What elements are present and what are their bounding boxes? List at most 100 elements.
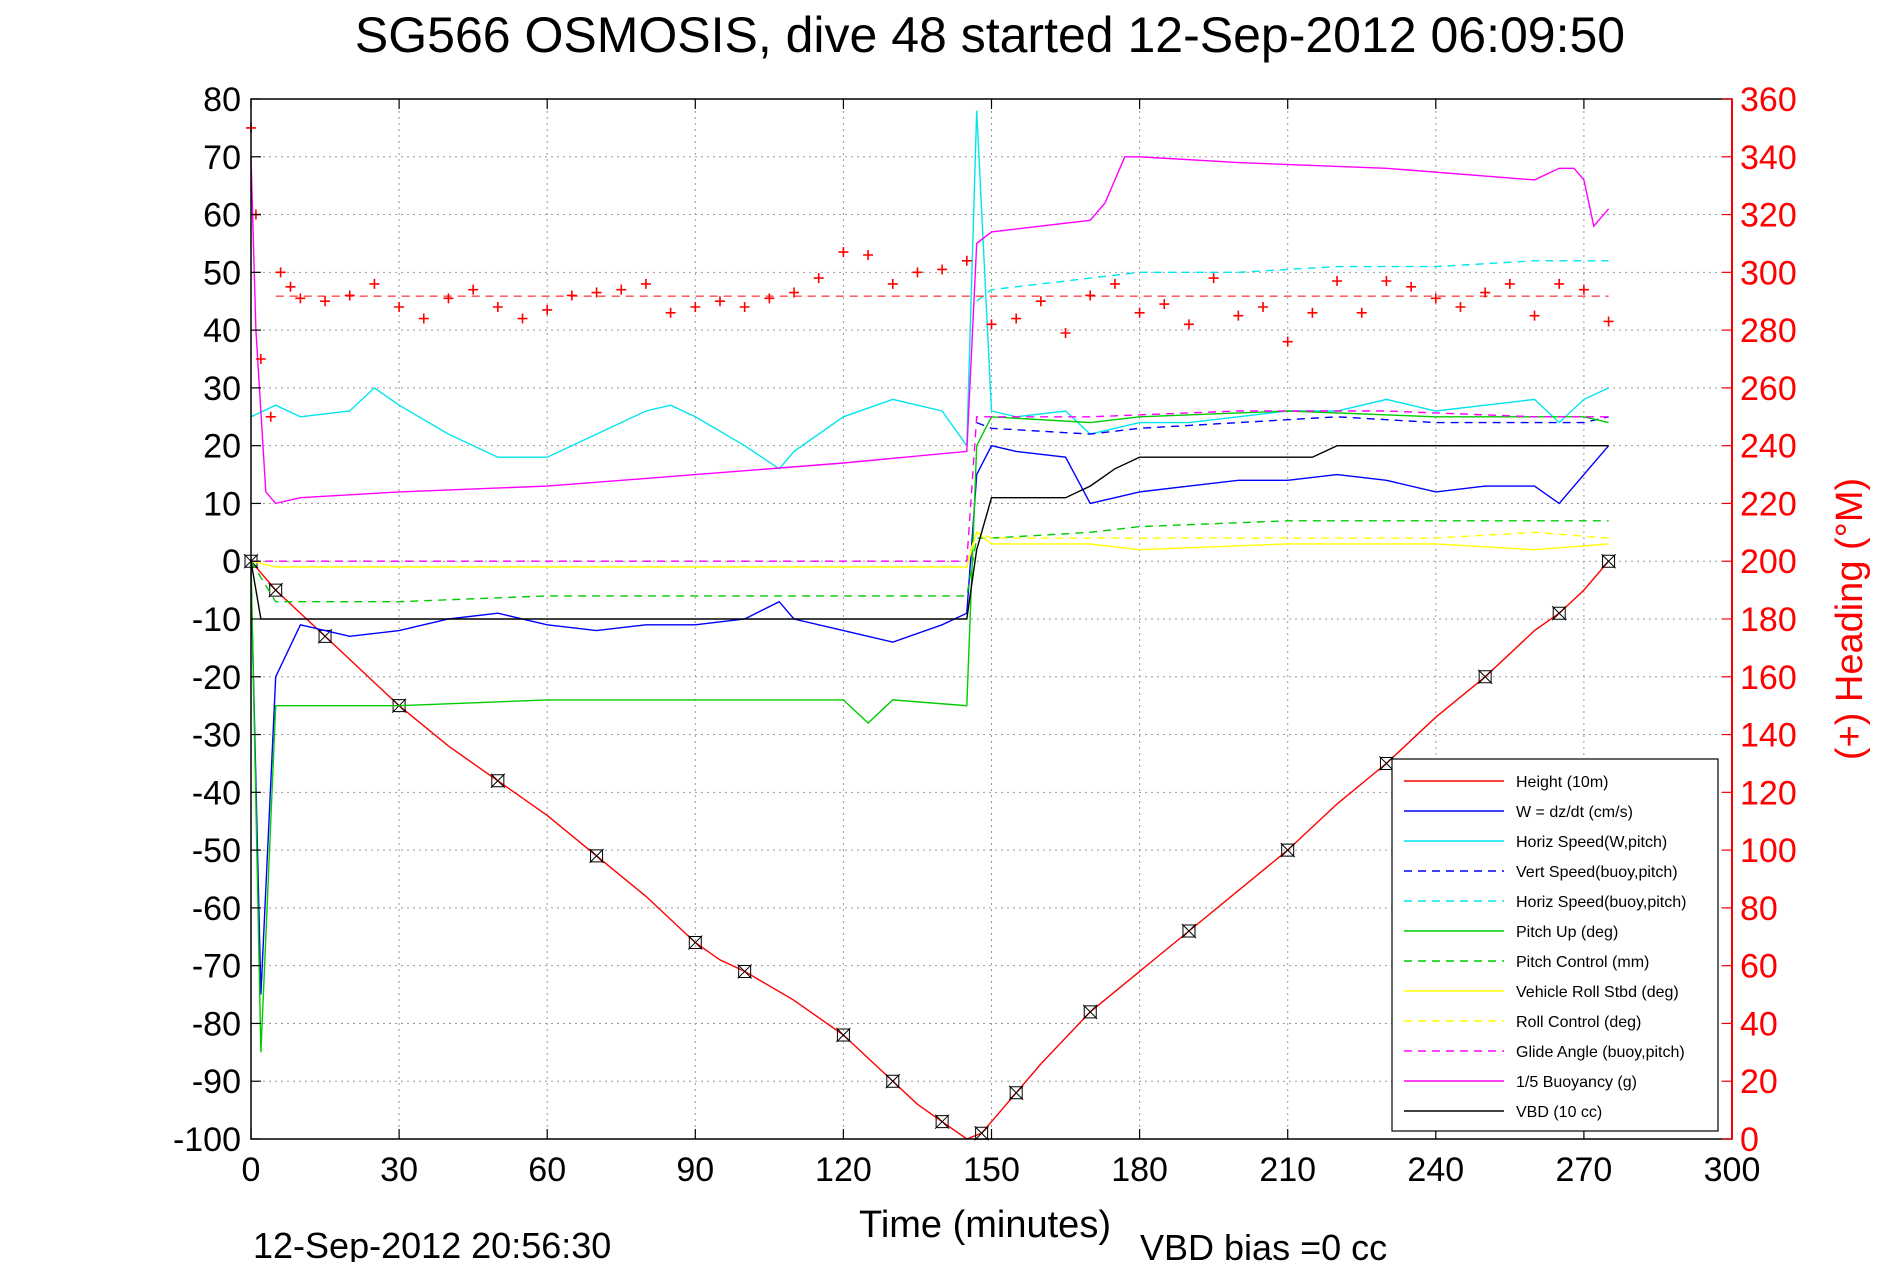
x-tick-label: 240 <box>1407 1151 1464 1189</box>
heading-point <box>1578 284 1589 295</box>
heading-point <box>986 319 997 330</box>
x-axis-label: Time (minutes) <box>859 1204 1111 1246</box>
height-marker <box>589 848 604 864</box>
heading-point <box>665 307 676 318</box>
heading-point <box>443 293 454 304</box>
heading-point <box>863 250 874 260</box>
heading-point <box>813 273 824 284</box>
y-tick-label: -80 <box>192 1005 241 1043</box>
x-tick-label: 30 <box>380 1151 418 1189</box>
heading-point <box>468 284 479 295</box>
heading-point <box>394 302 405 312</box>
legend: Height (10m) W = dz/dt (cm/s) Horiz Speed(… <box>1391 758 1719 1132</box>
series-vehicle-roll-stbd-deg <box>250 531 1609 568</box>
x-tick-label: 300 <box>1704 1151 1761 1189</box>
right-axis-label: (+) Heading (°M) <box>1829 478 1871 760</box>
heading-point <box>739 302 750 312</box>
heading-point <box>1233 310 1244 321</box>
series-vbd-10-cc <box>250 445 1609 620</box>
heading-point <box>1430 293 1441 304</box>
series-height-10m <box>250 560 1610 1140</box>
legend-label: Height (10m) <box>1516 774 1608 791</box>
x-tick-label: 210 <box>1259 1151 1316 1189</box>
heading-point <box>1208 273 1219 284</box>
right-tick-label: 280 <box>1740 312 1797 350</box>
height-marker <box>934 1114 950 1130</box>
y-tick-label: -40 <box>192 774 241 812</box>
x-tick-label: 150 <box>963 1151 1020 1189</box>
legend-label: VBD (10 cc) <box>1516 1104 1602 1121</box>
heading-point <box>1060 328 1071 338</box>
legend-label: Pitch Up (deg) <box>1516 924 1618 941</box>
right-tick-label: 160 <box>1740 659 1797 697</box>
height-marker <box>1477 669 1493 685</box>
heading-point <box>1307 307 1318 318</box>
heading-point <box>369 278 380 289</box>
series-vert-speed-buoy-pitch <box>976 416 1609 435</box>
heading-point <box>912 267 923 278</box>
y-tick-label: -100 <box>173 1121 241 1159</box>
y-tick-label: -10 <box>192 601 241 639</box>
heading-point <box>764 293 775 304</box>
legend-label: Vehicle Roll Stbd (deg) <box>1516 984 1679 1001</box>
series-glide-angle-buoy-pitch <box>251 410 1609 562</box>
y-tick-label: -90 <box>192 1063 241 1101</box>
heading-point <box>418 313 429 324</box>
series-pitch-control-mm <box>250 520 1609 603</box>
height-marker <box>268 582 284 598</box>
heading-point <box>1183 319 1194 330</box>
legend-label: Horiz Speed(buoy,pitch) <box>1516 894 1686 911</box>
y-tick-label: 70 <box>203 139 241 177</box>
right-tick-label: 80 <box>1740 890 1778 928</box>
legend-label: Vert Speed(buoy,pitch) <box>1516 864 1678 881</box>
heading-point <box>1554 278 1565 289</box>
x-tick-label: 0 <box>242 1151 261 1189</box>
right-tick-label: 240 <box>1740 428 1797 466</box>
heading-point <box>285 281 296 292</box>
heading-point <box>275 267 286 278</box>
heading-point <box>517 313 528 324</box>
y-tick-label: 0 <box>222 543 241 581</box>
heading-point <box>887 278 898 289</box>
series-layer <box>243 110 1616 1141</box>
heading-point <box>255 354 266 364</box>
heading-point <box>714 296 725 307</box>
right-tick-label: 100 <box>1740 832 1797 870</box>
chart-title: SG566 OSMOSIS, dive 48 started 12-Sep-20… <box>355 7 1625 63</box>
y-tick-label: -20 <box>192 659 241 697</box>
height-marker <box>1082 1004 1098 1020</box>
heading-point <box>1455 302 1466 312</box>
heading-point <box>591 287 602 298</box>
heading-point <box>961 255 972 266</box>
heading-point <box>295 293 306 304</box>
right-tick-label: 40 <box>1740 1005 1778 1043</box>
heading-point <box>1011 313 1022 324</box>
heading-point <box>690 302 701 312</box>
heading-point <box>1603 316 1614 327</box>
right-tick-label: 340 <box>1740 139 1797 177</box>
heading-point <box>616 284 627 295</box>
right-tick-label: 320 <box>1740 197 1797 235</box>
series-1-5-buoyancy-g <box>250 156 1610 505</box>
right-tick-label: 220 <box>1740 485 1797 523</box>
series-heading <box>246 122 1614 422</box>
series-horiz-speed-w-pitch <box>250 110 1609 470</box>
heading-point <box>1381 276 1392 286</box>
y-tick-label: -60 <box>192 890 241 928</box>
footer-vbd-bias: VBD bias =0 cc <box>1140 1227 1387 1262</box>
heading-point <box>1332 276 1343 286</box>
right-tick-label: 360 <box>1740 81 1797 119</box>
right-tick-label: 20 <box>1740 1063 1778 1101</box>
x-tick-label: 60 <box>528 1151 566 1189</box>
legend-label: Glide Angle (buoy,pitch) <box>1516 1044 1685 1061</box>
heading-point <box>1356 307 1367 318</box>
y-tick-label: 50 <box>203 254 241 292</box>
x-tick-label: 270 <box>1556 1151 1613 1189</box>
heading-point <box>1258 302 1269 312</box>
height-marker <box>1601 553 1616 569</box>
height-marker <box>490 773 506 789</box>
heading-point <box>344 290 355 301</box>
heading-point <box>1504 278 1515 289</box>
heading-point <box>542 304 553 315</box>
